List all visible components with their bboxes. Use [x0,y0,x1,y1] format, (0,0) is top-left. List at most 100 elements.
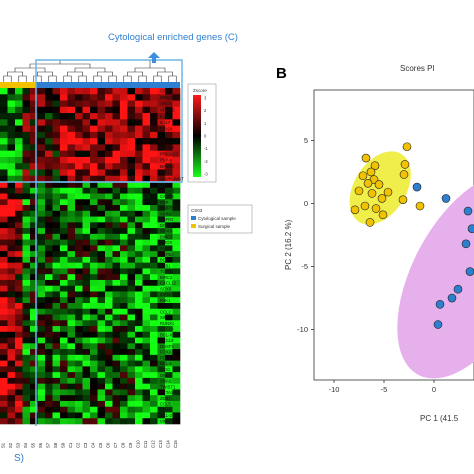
heatmap-cell [172,389,181,396]
heatmap-cell [52,268,61,275]
heatmap-cell [30,251,38,258]
heatmap-cell [75,354,83,361]
heatmap-cell [97,343,106,350]
heatmap-cell [0,360,8,367]
heatmap-cell [157,199,166,206]
heatmap-cell [97,205,106,212]
heatmap-cell [97,331,106,338]
heatmap-cell [97,279,106,287]
heatmap-cell [7,182,16,189]
heatmap-cell [112,395,121,402]
heatmap-cell [165,119,173,126]
heatmap-cell [172,233,181,240]
heatmap-cell [172,383,181,390]
heatmap-cell [60,372,68,379]
heatmap-cell [37,156,46,164]
heatmap-cell [45,169,53,177]
heatmap-cell [22,88,31,95]
heatmap-cell [90,297,98,304]
heatmap-cell [67,262,76,269]
heatmap-cell [172,372,181,379]
heatmap-cell [127,113,136,120]
heatmap-cell [90,119,98,126]
heatmap-cell [120,187,128,194]
heatmap-cell [165,366,173,373]
heatmap-cell [45,279,53,287]
heatmap-cell [45,262,53,269]
cytological-point [412,182,422,192]
heatmap-cell [165,88,173,95]
heatmap-cell [75,418,83,425]
heatmap-cell [45,372,53,379]
heatmap-cell [112,138,121,145]
heatmap-cell [157,320,166,327]
heatmap-cell [150,100,158,108]
heatmap-cell [60,400,68,408]
heatmap-cell [45,228,53,235]
heatmap-cell [60,395,68,402]
heatmap-cell [45,360,53,367]
heatmap-cell [30,349,38,356]
heatmap-cell [37,279,46,287]
heatmap-cell [22,326,31,333]
heatmap-cell [7,406,16,413]
heatmap-cell [75,182,83,189]
heatmap-cell [150,94,158,101]
heatmap-cell [135,297,143,304]
heatmap-cell [135,182,143,189]
heatmap-cell [105,100,113,108]
heatmap-cell [150,222,158,229]
heatmap-cell [142,274,151,281]
heatmap-cell [60,314,68,321]
heatmap-cell [97,320,106,327]
heatmap-cell [30,383,38,390]
heatmap-cell [97,349,106,356]
surgical-point [378,210,388,220]
heatmap-cell [165,187,173,194]
heatmap-cell [105,163,113,170]
heatmap-cell [135,222,143,229]
heatmap-cell [7,169,16,177]
heatmap-cell [135,233,143,240]
heatmap-cell [45,119,53,126]
gene-label: ACTA2 [160,390,174,395]
surgical-point [399,170,409,179]
heatmap-cell [60,256,68,263]
heatmap-cell [30,279,38,287]
heatmap-cell [67,216,76,223]
heatmap-cell [7,125,16,133]
heatmap-cell [120,274,128,281]
heatmap-cell [150,400,158,408]
dendrogram-branch [18,75,27,82]
heatmap-cell [157,372,166,379]
heatmap-cell [7,418,16,425]
heatmap-cell [135,210,143,217]
heatmap-cell [157,100,166,108]
heatmap-cell [135,163,143,170]
heatmap-cell [105,256,113,263]
heatmap-cell [82,182,91,189]
heatmap-cell [120,94,128,101]
gene-label: AXIN2 [160,211,173,216]
heatmap-cell [150,268,158,275]
heatmap-cell [60,175,68,183]
heatmap-cell [172,314,181,321]
heatmap-cell [22,131,31,139]
heatmap-cell [0,125,8,133]
heatmap-cell [127,119,136,126]
heatmap-cell [37,418,46,425]
gene-label: EIF2A [160,292,172,297]
heatmap-cell [15,372,23,379]
heatmap-cell [75,113,83,120]
heatmap-cell [97,100,106,108]
heatmap-cell [172,182,181,189]
heatmap-cell [165,210,173,217]
dendrogram-branch [93,75,102,82]
heatmap-cell [135,175,143,183]
heatmap-cell [37,395,46,402]
heatmap-cell [172,106,181,114]
gene-label: FOXA1 [160,350,174,355]
heatmap-cell [0,113,8,120]
heatmap-cell [157,150,166,158]
